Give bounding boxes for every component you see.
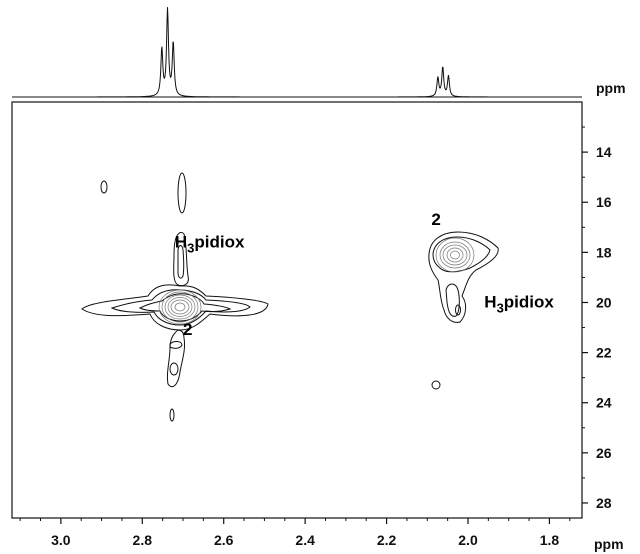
y-tick-label: 16 — [596, 194, 612, 210]
x-tick-label: 2.8 — [133, 532, 153, 548]
contour-left-core-1 — [158, 289, 202, 325]
projection-trace — [12, 7, 582, 98]
contour-right-isolated-dot — [431, 380, 441, 390]
contour-left-lower-loop — [169, 341, 183, 349]
contour-left-core-3 — [164, 294, 196, 320]
y-tick-label: 22 — [596, 345, 612, 361]
contour-left-top-dot — [177, 172, 187, 214]
contour-right-tail — [445, 283, 460, 317]
contour-left-upper-streak — [173, 231, 189, 287]
contour-left-core-4 — [167, 297, 193, 317]
contour-right-outer — [428, 231, 499, 323]
y-tick-label: 26 — [596, 445, 612, 461]
annotation-main: H — [484, 292, 496, 311]
contour-left-upper-streak-inner — [177, 245, 185, 279]
x-axis: 3.0 2.8 2.6 2.4 2.2 2.0 1.8 — [19, 518, 571, 548]
contour-left-ridge-inner — [138, 293, 232, 322]
annotation-label: H3pidiox — [175, 232, 245, 255]
x-tick-label: 2.2 — [377, 532, 397, 548]
x-axis-unit-label: ppm — [594, 536, 624, 552]
contour-left-core-5 — [170, 299, 190, 315]
y-tick-label: 14 — [596, 144, 612, 160]
contour-right-core-4 — [446, 247, 464, 263]
y-tick-label: 18 — [596, 244, 612, 260]
contour-right-lower-dot — [455, 304, 461, 316]
plot-frame — [11, 101, 583, 519]
annotation-main: H — [175, 232, 187, 251]
contour-right-core-3 — [442, 244, 468, 266]
contour-right-mid — [432, 236, 491, 273]
annotation-rest: pidiox — [194, 232, 245, 251]
annotation-subscript: 3 — [187, 240, 194, 255]
y-tick-label: 24 — [596, 395, 612, 411]
contour-left-ridge-outer — [81, 284, 269, 331]
annotation-rest: pidiox — [504, 292, 555, 311]
contour-cluster-left — [81, 172, 269, 422]
x-tick-label: 1.8 — [540, 532, 560, 548]
y-tick-label: 20 — [596, 294, 612, 310]
y-tick-label: 28 — [596, 495, 612, 511]
contour-isolated-dot — [100, 180, 108, 194]
contour-left-lower-streak — [166, 329, 185, 388]
contour-left-bottom-dot — [169, 408, 175, 422]
contour-right-core-1 — [435, 237, 475, 273]
annotation-label: 2 — [183, 320, 192, 339]
annotation-label: H3pidiox — [484, 292, 554, 315]
annotation-label: 2 — [431, 210, 440, 229]
annotation-main: 2 — [431, 210, 440, 229]
x-tick-label: 2.6 — [214, 532, 234, 548]
x-tick-label: 3.0 — [51, 532, 71, 548]
contour-left-core-6 — [174, 302, 186, 312]
contour-right-core-2 — [439, 241, 471, 269]
contour-left-ridge-mid — [110, 289, 251, 326]
contour-left-core-2 — [161, 291, 199, 323]
contour-left-lower-dot — [169, 362, 179, 376]
x-tick-label: 2.4 — [295, 532, 315, 548]
projection-unit-label: ppm — [596, 80, 626, 96]
x-tick-label: 2.0 — [458, 532, 478, 548]
annotation-subscript: 3 — [497, 300, 504, 315]
y-axis: 14 16 18 20 22 24 26 28 — [582, 126, 612, 511]
projection-spectrum — [12, 7, 582, 98]
contour-cluster-right — [428, 231, 499, 390]
contour-right-core-5 — [450, 250, 460, 260]
annotation-main: 2 — [183, 320, 192, 339]
